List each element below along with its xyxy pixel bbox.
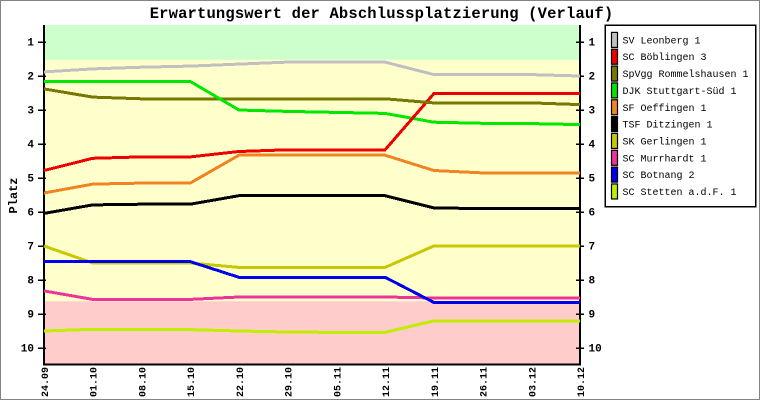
svg-text:SC Stetten a.d.F. 1: SC Stetten a.d.F. 1	[623, 187, 737, 199]
svg-text:12.11: 12.11	[382, 367, 393, 397]
svg-text:6: 6	[27, 208, 34, 220]
svg-text:2: 2	[27, 72, 34, 84]
svg-text:2: 2	[589, 72, 596, 84]
svg-text:22.10: 22.10	[236, 367, 247, 397]
svg-text:3: 3	[589, 106, 596, 118]
svg-text:SC Murrhardt 1: SC Murrhardt 1	[623, 153, 707, 165]
svg-text:8: 8	[27, 276, 34, 288]
svg-text:6: 6	[589, 208, 596, 220]
svg-text:4: 4	[27, 140, 34, 152]
svg-text:9: 9	[589, 310, 596, 322]
svg-text:24.09: 24.09	[41, 367, 52, 397]
svg-text:Erwartungswert der Abschlusspl: Erwartungswert der Abschlussplatzierung …	[150, 5, 614, 23]
svg-text:03.12: 03.12	[528, 367, 539, 397]
svg-text:19.11: 19.11	[431, 367, 442, 397]
svg-text:5: 5	[589, 174, 596, 186]
svg-text:29.10: 29.10	[285, 367, 296, 397]
svg-text:8: 8	[589, 276, 596, 288]
svg-text:10.12: 10.12	[577, 367, 588, 397]
svg-text:SK Gerlingen 1: SK Gerlingen 1	[623, 136, 707, 148]
svg-text:1: 1	[27, 38, 34, 50]
svg-text:5: 5	[27, 174, 34, 186]
svg-text:4: 4	[589, 140, 596, 152]
svg-text:9: 9	[27, 310, 34, 322]
svg-text:7: 7	[589, 242, 596, 254]
svg-text:1: 1	[589, 38, 596, 50]
svg-text:01.10: 01.10	[90, 367, 101, 397]
svg-text:SpVgg Rommelshausen 1: SpVgg Rommelshausen 1	[623, 69, 749, 81]
svg-text:SV Leonberg 1: SV Leonberg 1	[623, 35, 701, 47]
svg-text:DJK Stuttgart-Süd 1: DJK Stuttgart-Süd 1	[623, 86, 737, 98]
svg-text:26.11: 26.11	[480, 367, 491, 397]
svg-text:7: 7	[27, 242, 34, 254]
svg-text:Platz: Platz	[7, 177, 21, 213]
svg-text:SC Botnang 2: SC Botnang 2	[623, 171, 695, 182]
svg-text:15.10: 15.10	[187, 367, 198, 397]
svg-text:10: 10	[21, 344, 34, 356]
svg-text:SF Oeffingen 1: SF Oeffingen 1	[623, 103, 707, 115]
svg-text:05.11: 05.11	[333, 367, 344, 397]
svg-text:10: 10	[589, 344, 602, 356]
svg-text:TSF Ditzingen 1: TSF Ditzingen 1	[623, 120, 713, 132]
svg-text:SC Böblingen 3: SC Böblingen 3	[623, 52, 707, 64]
svg-text:08.10: 08.10	[138, 367, 149, 397]
svg-text:3: 3	[27, 106, 34, 118]
